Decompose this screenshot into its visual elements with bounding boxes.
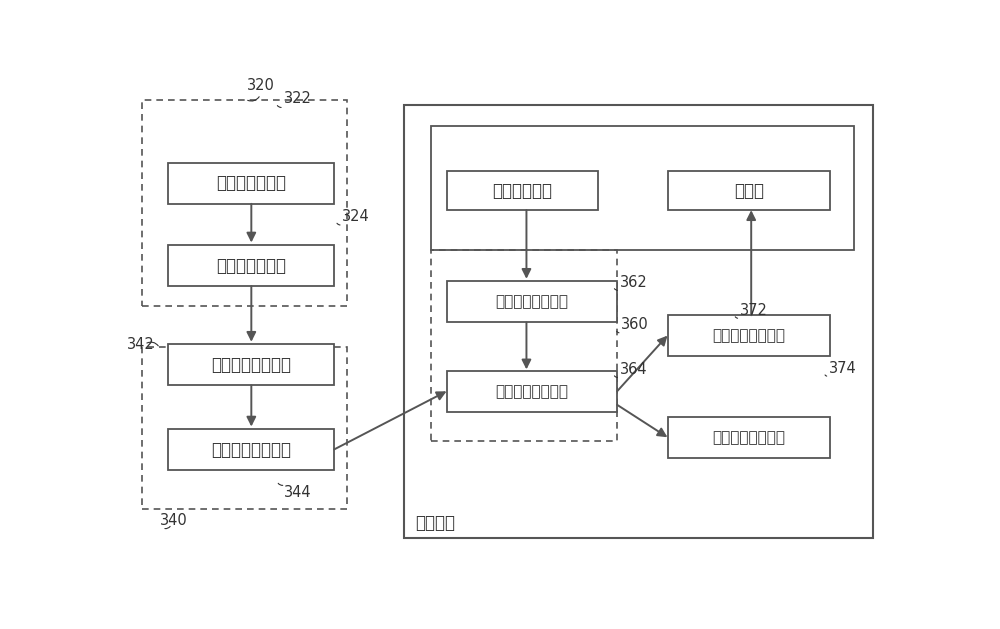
Bar [168, 344, 334, 386]
Text: 374: 374 [829, 361, 856, 376]
Bar [431, 126, 854, 250]
Bar [168, 163, 334, 204]
Text: 配置信息保存模块: 配置信息保存模块 [712, 328, 785, 343]
Text: 条形码分析单元: 条形码分析单元 [216, 257, 286, 275]
Text: 配置信息列表: 配置信息列表 [492, 182, 552, 200]
Bar [668, 315, 830, 357]
Text: 条形码获取单元: 条形码获取单元 [216, 174, 286, 192]
Text: 344: 344 [284, 485, 312, 499]
Bar [142, 99, 347, 306]
Text: 320: 320 [247, 79, 275, 93]
Text: 汽车仪表: 汽车仪表 [416, 514, 456, 532]
Bar [668, 171, 830, 210]
Bar [447, 371, 617, 412]
Text: 故障信息生成模块: 故障信息生成模块 [712, 430, 785, 445]
Text: 324: 324 [342, 209, 370, 224]
Bar [142, 347, 347, 509]
Text: 364: 364 [619, 362, 647, 377]
Text: 322: 322 [284, 91, 312, 106]
Bar [447, 171, 598, 210]
Text: 340: 340 [160, 513, 188, 528]
Bar [404, 104, 873, 538]
Text: 362: 362 [619, 274, 647, 289]
Text: 360: 360 [621, 317, 649, 332]
Text: 配置信息写入单元: 配置信息写入单元 [211, 441, 291, 459]
Text: 372: 372 [740, 303, 767, 318]
Text: 配置信息选择单元: 配置信息选择单元 [211, 356, 291, 374]
Bar [168, 245, 334, 286]
Bar [168, 429, 334, 470]
Text: 存储器: 存储器 [734, 182, 764, 200]
Text: 342: 342 [127, 337, 154, 352]
Bar [447, 281, 617, 323]
Text: 有效范围确定单元: 有效范围确定单元 [495, 294, 568, 309]
Bar [668, 417, 830, 458]
Text: 有效范围判断单元: 有效范围判断单元 [495, 384, 568, 399]
Bar [431, 250, 617, 441]
